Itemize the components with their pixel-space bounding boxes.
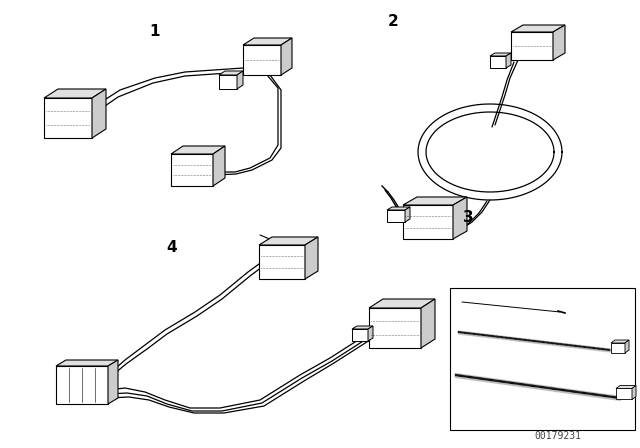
Polygon shape — [387, 210, 405, 222]
Text: 00179231: 00179231 — [534, 431, 582, 441]
Polygon shape — [44, 98, 92, 138]
Polygon shape — [511, 25, 565, 32]
Text: 1: 1 — [150, 25, 160, 39]
Polygon shape — [369, 299, 435, 308]
Polygon shape — [171, 146, 225, 154]
Polygon shape — [56, 360, 118, 366]
Polygon shape — [511, 32, 553, 60]
Polygon shape — [305, 237, 318, 279]
Text: 3: 3 — [463, 211, 474, 225]
Polygon shape — [506, 53, 511, 68]
Text: 2: 2 — [388, 14, 398, 30]
Polygon shape — [44, 89, 106, 98]
Polygon shape — [403, 197, 467, 205]
Polygon shape — [281, 38, 292, 75]
Polygon shape — [219, 71, 243, 75]
Polygon shape — [56, 366, 108, 404]
Polygon shape — [171, 154, 213, 186]
Polygon shape — [237, 71, 243, 89]
Polygon shape — [219, 75, 237, 89]
Polygon shape — [368, 326, 373, 341]
Polygon shape — [553, 25, 565, 60]
Polygon shape — [490, 53, 511, 56]
Polygon shape — [611, 340, 629, 343]
Polygon shape — [92, 89, 106, 138]
Polygon shape — [352, 329, 368, 341]
Polygon shape — [632, 385, 636, 400]
Polygon shape — [243, 38, 292, 45]
Bar — [450, 288, 635, 430]
Polygon shape — [405, 207, 410, 222]
Polygon shape — [352, 326, 373, 329]
Polygon shape — [453, 197, 467, 239]
Polygon shape — [387, 207, 410, 210]
Polygon shape — [403, 205, 453, 239]
Polygon shape — [259, 245, 305, 279]
Polygon shape — [243, 45, 281, 75]
Polygon shape — [213, 146, 225, 186]
Polygon shape — [616, 388, 632, 400]
Polygon shape — [259, 237, 318, 245]
Polygon shape — [616, 385, 636, 388]
Polygon shape — [490, 56, 506, 68]
Polygon shape — [625, 340, 629, 353]
Polygon shape — [421, 299, 435, 348]
Polygon shape — [611, 343, 625, 353]
Polygon shape — [369, 308, 421, 348]
Polygon shape — [108, 360, 118, 404]
Text: 4: 4 — [166, 240, 177, 254]
